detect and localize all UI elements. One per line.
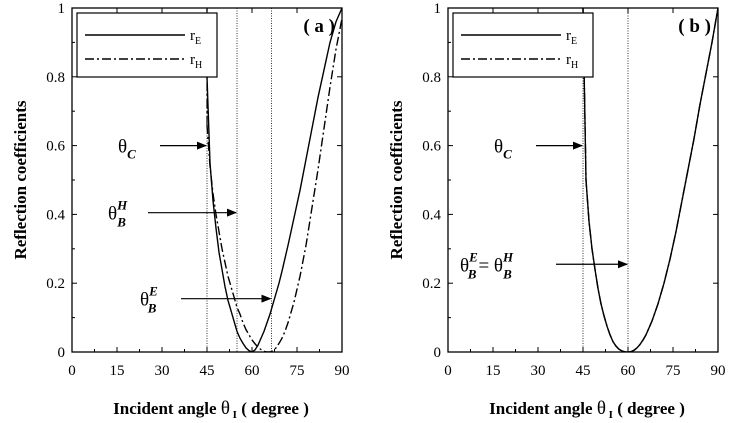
annotation-symbol: θ [494,137,503,158]
series-line-r_H [206,18,342,352]
legend-box [76,12,218,78]
legend-label-r_E: rE [190,28,201,47]
x-axis-title: Incident angle θ I ( degree ) [113,398,309,421]
legend-label-r_H: rH [190,52,202,71]
legend-label-main: r [566,52,571,68]
legend-box [452,12,594,78]
annotation-eq-superscript: H [502,249,514,264]
x-axis-title-symbol: θ [597,398,606,419]
x-axis-title: Incident angle θ I ( degree ) [489,398,685,421]
legend-label-sub: E [571,36,577,47]
y-tick-label: 0.8 [46,70,65,86]
y-tick-label: 0.4 [422,207,441,223]
annotation-subscript: C [127,147,136,162]
y-tick-label: 0 [58,345,66,361]
legend-label-r_H: rH [566,52,578,71]
panel-a: 0 15 30 45 60 75 90 0 0.2 0.4 0.6 0.8 1 Reflection co… [11,1,350,421]
y-tick-label: 0.4 [46,207,65,223]
x-axis-title-unit: ( degree ) [613,399,685,418]
x-tick-label: 60 [245,363,260,379]
x-tick-label: 30 [531,363,546,379]
annotation-superscript: H [116,198,128,213]
x-axis-title-subscript: I [230,409,237,421]
y-axis-title: Reflection coefficients [387,100,406,259]
panel-label: ( a ) [303,16,335,37]
y-tick-label: 0.6 [422,139,441,155]
series-line-r_E [582,8,718,352]
y-tick-label: 0.2 [422,276,441,292]
legend-label-r_E: rE [566,28,577,47]
x-tick-label: 45 [200,363,215,379]
x-tick-label: 90 [711,363,726,379]
x-axis-title-text: Incident angle [489,399,597,418]
x-tick-label: 0 [68,363,76,379]
x-tick-label: 30 [155,363,170,379]
annotation-eq-subscript: B [502,266,512,281]
x-tick-label: 75 [290,363,305,379]
x-axis-title-text: Incident angle [113,399,221,418]
x-axis-title-subscript: I [606,409,613,421]
legend-label-sub: H [195,60,202,71]
annotation-theta_bh: θH B [108,198,128,230]
y-axis-title: Reflection coefficients [11,100,30,259]
annotation-symbol: θ [108,204,117,225]
y-tick-label: 0 [434,345,442,361]
legend-label-main: r [566,28,571,44]
y-tick-label: 0.6 [46,139,65,155]
x-axis-title-unit: ( degree ) [237,399,309,418]
annotation-theta_b_eq: θE B = θH B [460,249,514,281]
series-line-r_E [206,8,342,352]
y-tick-label: 0.2 [46,276,65,292]
y-tick-label: 1 [434,1,442,17]
x-tick-label: 0 [444,363,452,379]
legend-label-sub: E [195,36,201,47]
legend-label-sub: H [571,60,578,71]
series-line-r_H [582,8,718,352]
y-tick-label: 1 [58,1,66,17]
annotation-subscript: B [467,266,477,281]
annotation-subscript: C [503,147,512,162]
annotation-subscript: B [116,215,126,230]
x-tick-label: 75 [666,363,681,379]
annotation-theta_c: θC [118,137,136,162]
annotation-theta_be: θE B [140,284,158,316]
x-tick-label: 15 [486,363,501,379]
annotation-superscript: E [468,249,478,264]
annotation-theta_c: θC [494,137,512,162]
annotation-symbol: θ [118,137,127,158]
x-tick-label: 15 [110,363,125,379]
panel-b: 0 15 30 45 60 75 90 0 0.2 0.4 0.6 0.8 1 Reflection co… [387,1,726,421]
y-tick-label: 0.8 [422,70,441,86]
annotation-eq-symbol: = θ [478,255,503,276]
x-tick-label: 60 [621,363,636,379]
legend-label-main: r [190,28,195,44]
legend-label-main: r [190,52,195,68]
annotation-subscript: B [147,301,157,316]
x-axis-title-symbol: θ [221,398,230,419]
annotation-symbol: θ [140,290,149,311]
panel-label: ( b ) [678,16,711,37]
x-tick-label: 45 [576,363,591,379]
annotation-symbol: θ [460,255,469,276]
x-tick-label: 90 [335,363,350,379]
annotation-superscript: E [148,284,158,299]
